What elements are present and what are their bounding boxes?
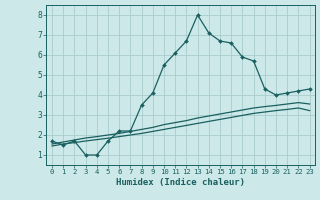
- X-axis label: Humidex (Indice chaleur): Humidex (Indice chaleur): [116, 178, 245, 187]
